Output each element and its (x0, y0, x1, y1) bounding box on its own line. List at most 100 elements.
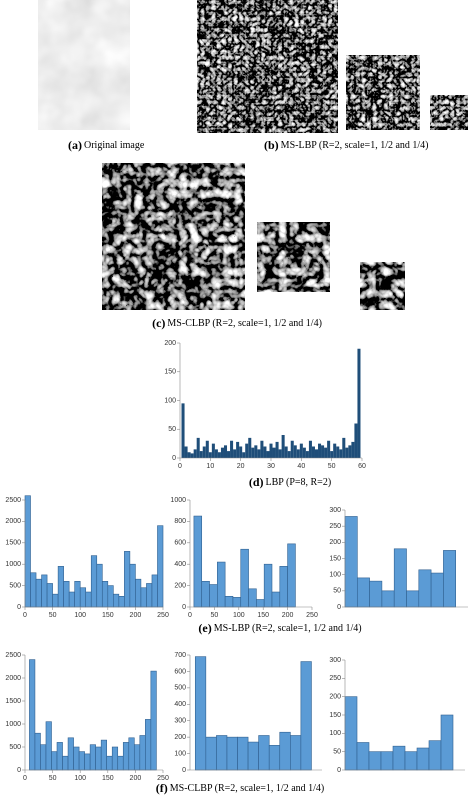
x-tick-label: 50 (49, 775, 57, 782)
bar (89, 744, 96, 771)
caption-label: (b) (264, 138, 279, 152)
bar (57, 566, 64, 608)
bar (73, 746, 80, 771)
y-tick-label: 400 (174, 701, 186, 708)
bar (356, 577, 370, 608)
y-tick-label: 2000 (5, 518, 21, 525)
bar (40, 744, 47, 771)
x-tick-label: 60 (358, 463, 366, 470)
bar (393, 548, 407, 608)
caption-text: Original image (84, 140, 145, 151)
y-tick-label: 0 (337, 767, 341, 774)
y-tick-label: 150 (329, 555, 341, 562)
bar (56, 742, 63, 771)
bar (196, 437, 200, 458)
caption-label: (d) (249, 475, 264, 489)
y-tick-label: 250 (329, 675, 341, 682)
bar (133, 744, 141, 771)
x-tick-label: 200 (130, 612, 142, 619)
bar (96, 563, 103, 608)
bar (78, 751, 85, 771)
y-tick-label: 300 (329, 657, 341, 664)
y-tick-label: 0 (182, 604, 186, 611)
bar (296, 449, 300, 458)
bar (41, 574, 48, 608)
bar (85, 591, 92, 608)
y-tick-label: 200 (174, 582, 186, 589)
msclbp-image-3 (360, 262, 405, 310)
bar (146, 583, 153, 608)
bar (68, 591, 75, 608)
y-tick-label: 2000 (5, 675, 21, 682)
bar (311, 446, 315, 458)
x-tick-label: 150 (102, 775, 114, 782)
bar (330, 451, 334, 458)
caption-text: MS-LBP (R=2, scale=1, 1/2 and 1/4) (214, 623, 362, 634)
caption-label: (f) (156, 781, 168, 795)
bar (217, 561, 226, 608)
msclbp-image-2 (257, 222, 330, 292)
bar (344, 516, 358, 608)
x-tick-label: 0 (23, 612, 27, 619)
y-tick-label: 200 (174, 734, 186, 741)
bar (208, 452, 212, 458)
bar (279, 731, 291, 771)
bar (214, 449, 218, 458)
bar (278, 449, 282, 458)
bar (354, 423, 358, 458)
bar (342, 437, 346, 458)
caption-label: (a) (68, 138, 82, 152)
bar (287, 543, 296, 608)
bar (129, 563, 136, 608)
bar (284, 446, 288, 458)
bar (318, 443, 322, 458)
y-tick-label: 300 (329, 507, 341, 514)
bar (348, 445, 352, 458)
bar (201, 581, 210, 608)
bar (344, 696, 358, 771)
caption: (c) MS-CLBP (R=2, scale=1, 1/2 and 1/4) (152, 316, 322, 330)
x-tick-label: 30 (267, 463, 275, 470)
bar (263, 563, 273, 608)
bar (260, 440, 264, 458)
x-tick-label: 50 (211, 612, 219, 619)
mslbp-image-1 (197, 0, 338, 133)
y-tick-label: 0 (17, 604, 21, 611)
bar (339, 449, 343, 458)
bar (256, 599, 265, 608)
y-tick-label: 500 (174, 685, 186, 692)
bar (368, 751, 382, 771)
bar (202, 446, 206, 458)
y-tick-label: 1000 (5, 721, 21, 728)
x-tick-label: 100 (74, 612, 86, 619)
bar (52, 593, 59, 608)
y-tick-label: 200 (329, 694, 341, 701)
y-tick-label: 100 (329, 572, 341, 579)
x-tick-label: 200 (282, 612, 294, 619)
y-tick-label: 500 (9, 744, 21, 751)
bar (193, 515, 203, 608)
bar (220, 447, 224, 458)
bar (100, 739, 107, 771)
caption-text: MS-CLBP (R=2, scale=1, 1/2 and 1/4) (167, 318, 322, 329)
bar (263, 446, 267, 458)
y-tick-label: 0 (182, 767, 186, 774)
bar (257, 449, 261, 458)
bar (268, 745, 281, 771)
bar (67, 737, 74, 771)
x-tick-label: 150 (102, 612, 114, 619)
original-image (38, 0, 130, 130)
bar (272, 447, 276, 458)
bar (29, 659, 36, 771)
y-tick-label: 1000 (170, 497, 186, 504)
x-tick-label: 40 (297, 463, 305, 470)
y-tick-label: 2500 (5, 652, 21, 659)
bar (79, 587, 87, 608)
bar (209, 584, 218, 608)
y-tick-label: 1000 (5, 561, 21, 568)
bar (224, 595, 234, 608)
x-tick-label: 250 (306, 612, 318, 619)
bar (150, 670, 157, 771)
bar (327, 440, 331, 458)
bar (101, 581, 109, 608)
